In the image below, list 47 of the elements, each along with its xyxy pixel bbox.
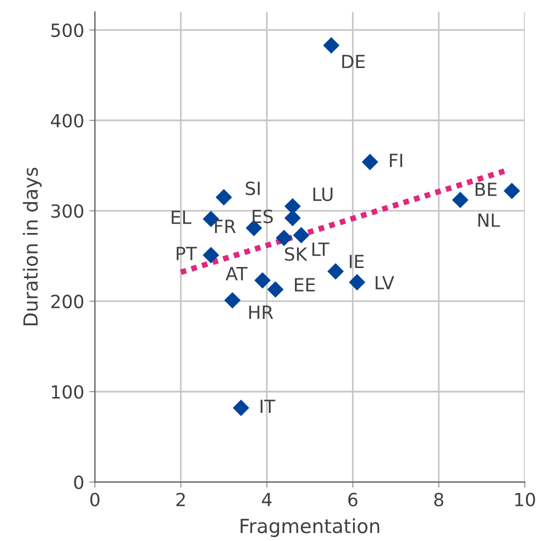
annotation: ES xyxy=(252,210,273,224)
y-axis-title: Duration in days xyxy=(22,168,42,326)
point xyxy=(327,263,344,280)
y-tick-label: 400 xyxy=(50,114,84,128)
x-tick-label: 8 xyxy=(434,492,444,506)
annotation: EE xyxy=(294,278,315,292)
y-tick-label: 200 xyxy=(51,294,84,308)
annotation: FR xyxy=(215,220,236,233)
annotation: LT xyxy=(312,242,330,256)
annotation: DE xyxy=(342,54,365,68)
x-tick-label: 6 xyxy=(348,492,358,506)
point xyxy=(267,281,284,298)
annotation: LV xyxy=(376,276,394,290)
x-tick-label: 10 xyxy=(515,492,536,506)
point xyxy=(216,189,232,206)
x-tick-label: 4 xyxy=(262,493,272,506)
point xyxy=(504,182,520,200)
annotation: SK xyxy=(285,247,308,261)
annotation: BE xyxy=(476,182,497,196)
y-tick-label: 100 xyxy=(52,385,84,399)
point xyxy=(276,230,292,246)
annotation: IT xyxy=(260,400,276,413)
point xyxy=(254,272,271,289)
point xyxy=(292,226,310,244)
annotation: NL xyxy=(478,214,500,227)
x-axis-title: Fragmentation xyxy=(240,518,380,538)
point xyxy=(202,246,220,264)
y-tick-label: 500 xyxy=(51,23,84,38)
point xyxy=(224,292,241,309)
point xyxy=(323,37,340,54)
annotation: FI xyxy=(390,154,402,167)
point xyxy=(348,274,366,290)
annotation: EL xyxy=(172,210,192,224)
annotation: LU xyxy=(313,188,332,202)
y-tick-label: 300 xyxy=(51,204,84,218)
annotation: IE xyxy=(350,254,364,268)
annotation: SI xyxy=(246,182,260,196)
point xyxy=(232,400,250,416)
annotation: AT xyxy=(226,267,248,280)
x-tick-label: 2 xyxy=(176,492,185,506)
y-tick-label: 0 xyxy=(74,475,84,490)
point xyxy=(284,198,301,214)
point xyxy=(362,154,378,170)
annotation: PT xyxy=(176,246,197,260)
point xyxy=(452,192,468,208)
x-tick-label: 0 xyxy=(90,492,100,506)
annotation: HR xyxy=(249,306,274,319)
